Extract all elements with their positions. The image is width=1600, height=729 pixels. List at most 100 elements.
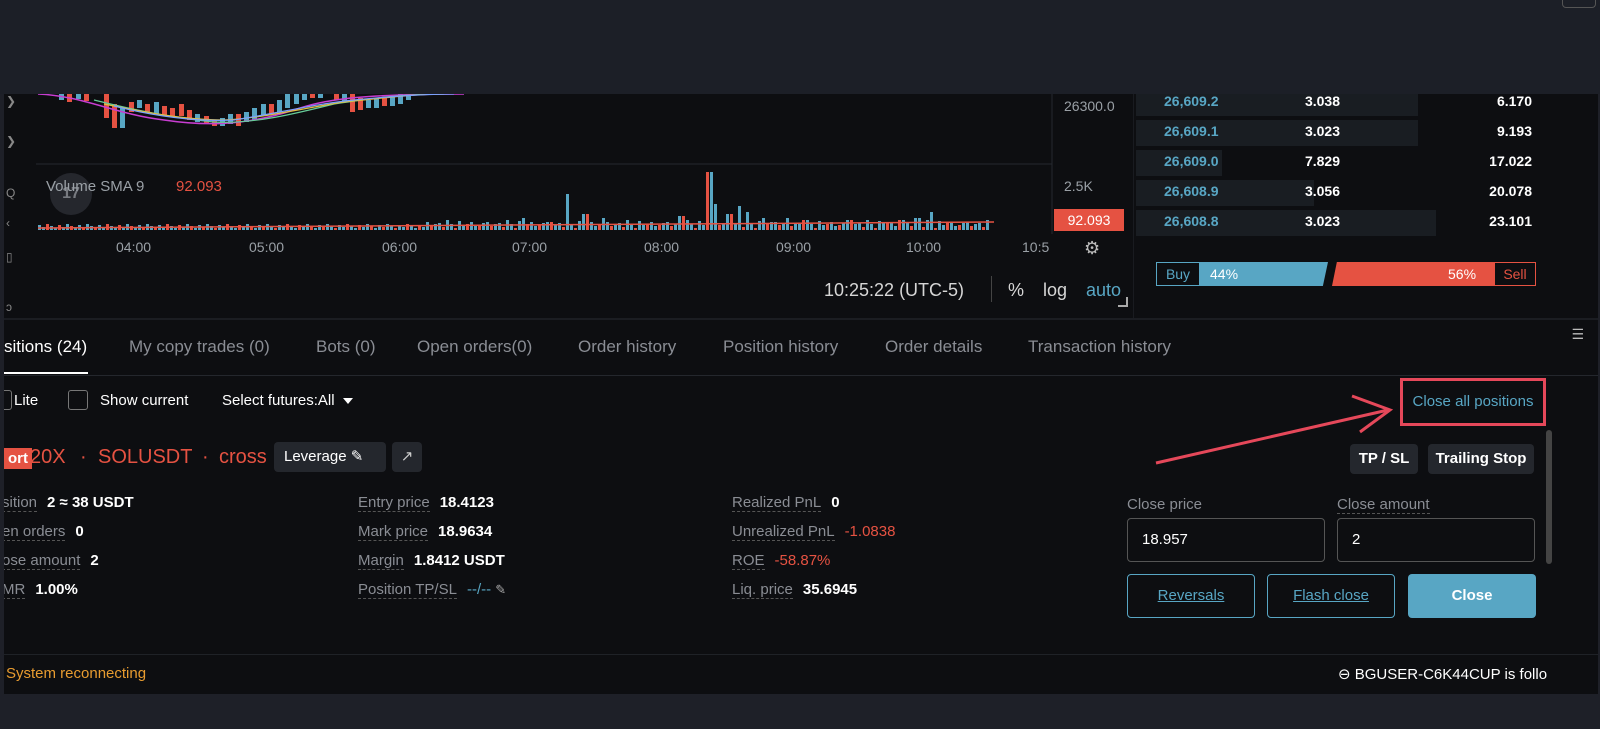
tab-open-orders[interactable]: Open orders(0): [417, 337, 533, 356]
detail-value: 1.00%: [35, 581, 78, 598]
volume-bar: [362, 227, 365, 230]
close-button[interactable]: Close: [1408, 574, 1536, 618]
volume-bar: [806, 220, 809, 230]
close-amount-label: Close amount: [1337, 496, 1430, 514]
volume-bar: [750, 224, 753, 230]
candle: [374, 98, 379, 108]
volume-bar: [782, 223, 785, 230]
panel-divider[interactable]: [4, 318, 1598, 320]
status-bar: System reconnecting ⊖ BGUSER-C6K44CUP is…: [4, 654, 1598, 694]
volume-bar: [666, 222, 669, 230]
volume-bar: [646, 224, 649, 230]
volume-bar: [662, 223, 665, 230]
lite-checkbox[interactable]: [4, 390, 12, 410]
menu-icon[interactable]: ☰: [1571, 326, 1584, 342]
volume-bar: [690, 224, 693, 230]
bottom-strip: [0, 694, 1600, 729]
toolbar-divider: [991, 276, 992, 302]
detail-label: en orders: [4, 523, 66, 541]
tab-bots[interactable]: Bots (0): [316, 337, 376, 356]
volume-bar: [870, 224, 873, 230]
volume-bar: [682, 216, 685, 230]
volume-bar: [958, 225, 961, 230]
volume-bar: [758, 221, 761, 230]
tab-copy-trades[interactable]: My copy trades (0): [129, 337, 270, 356]
window-corner-control[interactable]: [1562, 0, 1596, 8]
orderbook-row[interactable]: 26,609.1 3.023 9.193: [1136, 118, 1532, 148]
orderbook-total: 23.101: [1489, 213, 1532, 229]
tab-order-history[interactable]: Order history: [578, 337, 677, 356]
volume-bar: [366, 224, 369, 230]
leverage-button[interactable]: Leverage ✎: [274, 442, 386, 472]
volume-bar: [926, 220, 929, 230]
volume-bar: [490, 226, 493, 230]
trailing-stop-button[interactable]: Trailing Stop: [1428, 444, 1534, 474]
tool-icon[interactable]: ▯: [6, 250, 13, 264]
volume-bar: [726, 214, 729, 230]
volume-bar: [910, 226, 913, 230]
depth-bar: [1136, 94, 1418, 116]
candle: [162, 106, 167, 116]
tool-icon[interactable]: ❯: [6, 94, 17, 108]
share-external-icon[interactable]: ↗: [392, 442, 422, 472]
volume-indicator-title[interactable]: Volume SMA 9: [46, 178, 145, 195]
volume-bar: [134, 228, 137, 230]
volume-bar: [742, 227, 745, 230]
volume-bar: [686, 220, 689, 230]
volume-bar: [798, 223, 801, 230]
volume-bar: [474, 226, 477, 230]
volume-bar: [190, 226, 193, 230]
orderbook-row[interactable]: 26,609.2 3.038 6.170: [1136, 94, 1532, 118]
tool-icon[interactable]: Q: [6, 186, 16, 200]
buy-ratio-bar: [1200, 262, 1328, 286]
reversals-button[interactable]: Reversals: [1127, 574, 1255, 618]
volume-bar: [922, 227, 925, 230]
volume-bar: [378, 225, 381, 230]
resize-handle-icon[interactable]: [1118, 297, 1128, 307]
volume-bar: [554, 224, 557, 230]
edit-pencil-icon[interactable]: ✎: [495, 582, 507, 597]
show-current-checkbox[interactable]: [68, 390, 88, 410]
orderbook-row[interactable]: 26,609.0 7.829 17.022: [1136, 148, 1532, 178]
tab-order-details[interactable]: Order details: [885, 337, 983, 356]
tool-icon[interactable]: ↄ: [6, 300, 12, 314]
position-detail: ose amount 2: [4, 552, 99, 570]
volume-bar: [550, 222, 553, 230]
tab-transaction-history[interactable]: Transaction history: [1028, 337, 1171, 356]
volume-bar: [650, 222, 653, 230]
orderbook-row[interactable]: 26,608.9 3.056 20.078: [1136, 178, 1532, 208]
close-all-positions-button[interactable]: Close all positions: [1400, 378, 1546, 426]
orderbook-row[interactable]: 26,608.8 3.023 23.101: [1136, 208, 1532, 238]
volume-bar: [538, 225, 541, 230]
detail-label: Liq. price: [732, 581, 793, 599]
select-futures-dropdown[interactable]: Select futures:All: [222, 392, 353, 409]
tool-icon[interactable]: ❯: [6, 134, 17, 148]
flash-close-button[interactable]: Flash close: [1267, 574, 1395, 618]
orderbook-amount: 3.038: [1304, 94, 1340, 109]
scrollbar[interactable]: [1546, 430, 1552, 564]
price-chart[interactable]: ❯ ❯ Q ‹ ▯ ↄ 26300.0 2.5K 17 Volume SMA 9…: [4, 94, 1134, 320]
volume-bar: [882, 222, 885, 230]
close-amount-input[interactable]: 2: [1337, 518, 1535, 562]
volume-bar: [934, 228, 937, 230]
volume-bar: [598, 225, 601, 230]
volume-bar: [298, 225, 301, 230]
volume-bar: [634, 228, 637, 230]
settings-gear-icon[interactable]: ⚙: [1084, 238, 1101, 258]
tp-sl-button[interactable]: TP / SL: [1350, 444, 1418, 474]
close-price-input[interactable]: 18.957: [1127, 518, 1325, 562]
volume-bar: [710, 172, 713, 230]
collapse-arrow-icon[interactable]: ‹: [6, 216, 10, 230]
position-symbol[interactable]: SOLUSDT: [98, 446, 193, 468]
volume-bar: [398, 225, 401, 230]
log-toggle[interactable]: log: [1043, 280, 1068, 300]
volume-bar: [374, 228, 377, 230]
auto-toggle[interactable]: auto: [1086, 280, 1122, 300]
volume-bar: [670, 226, 673, 230]
tab-position-history[interactable]: Position history: [723, 337, 839, 356]
candle: [104, 94, 109, 118]
volume-bar: [410, 226, 413, 230]
volume-bar: [594, 226, 597, 230]
tab-positions[interactable]: sitions (24): [4, 337, 88, 356]
percent-toggle[interactable]: %: [1008, 280, 1025, 300]
